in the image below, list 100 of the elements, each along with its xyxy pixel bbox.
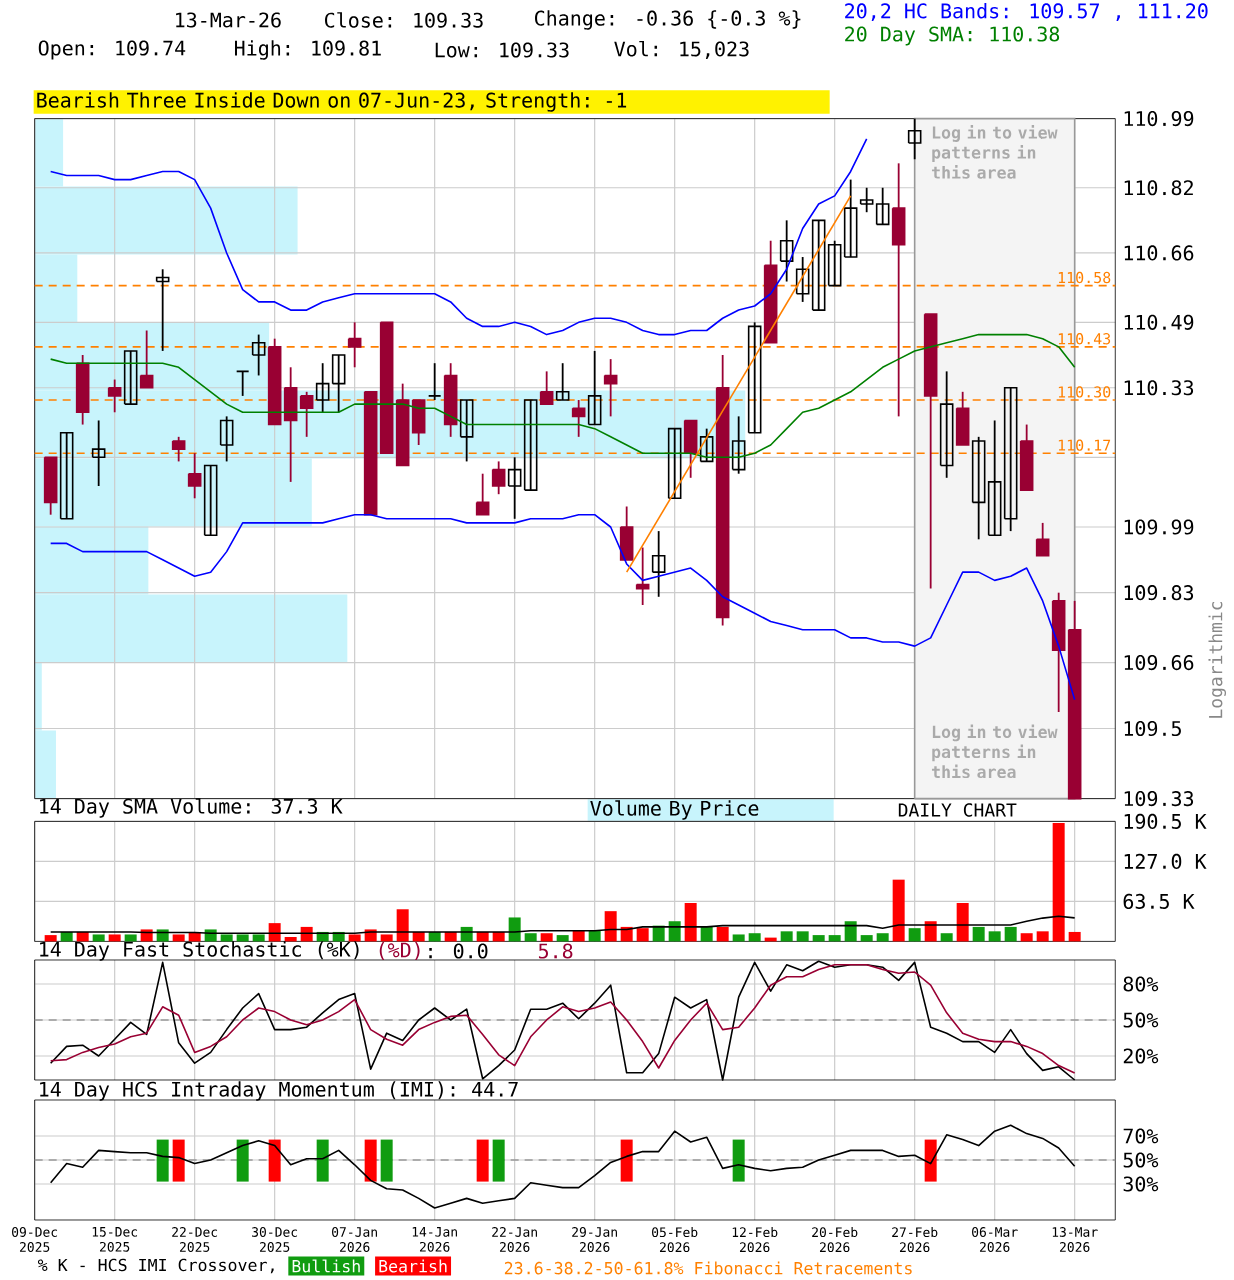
text: 13-Mar-26 [176,12,282,28]
candlestick [92,419,106,487]
text: Volume By Price [590,800,759,820]
y-tick-label: 50% [1124,1012,1159,1028]
bar [989,931,1002,942]
y-tick-label: 63.5 K [1123,893,1195,909]
band-label: Log in to view patterns in this area [932,125,1058,179]
candlestick [428,362,442,401]
bar [1053,822,1066,942]
bar [397,909,410,942]
candlestick [60,431,74,520]
candlestick [44,456,58,516]
candlestick [140,329,154,389]
text: 5.8 [539,943,573,959]
y-tick-label: 110.49 [1125,314,1194,330]
y-tick-label: 110.66 [1125,245,1194,261]
bar [845,921,858,942]
y-tick-label: 70% [1124,1128,1159,1144]
text: 23.6-38.2-50-61.8% Fibonacci Retracements [505,1261,913,1275]
bar [797,931,810,942]
candlestick [572,399,586,438]
bar [349,934,362,942]
chart-title: 14 Day Fast Stochastic (%K) [40,941,359,961]
text: DAILY CHART [899,803,1017,817]
bar [589,930,602,942]
bar [173,934,186,942]
y-tick-label: 20% [1124,1048,1159,1064]
text: 20 Day SMA: 110.38 [845,26,1060,46]
y-tick-label: 110.99 [1125,111,1194,127]
legend-title: % K - HCS IMI Crossover, [38,1258,274,1274]
candlestick [780,219,794,283]
bar [157,929,170,942]
candlestick [540,370,554,405]
candlestick [588,350,602,426]
y-axis-title: Logarithmic [1208,601,1227,718]
bar [749,933,762,942]
bar [509,917,522,942]
text: Bearish Three Inside Down on 07-Jun-23, Strength: -1 [37,92,627,112]
text: (%D) [380,942,420,960]
bar [541,933,554,942]
bar [733,934,746,942]
text: Close: 109.33 [325,12,484,28]
text: Vol: 15,023 [614,40,749,60]
bar [685,902,698,942]
bar [573,930,586,942]
bar [237,934,250,942]
bar [877,933,890,942]
bar [525,933,538,942]
text: Open: 109.74 [39,40,186,60]
bar [909,928,922,942]
bar [381,934,394,942]
candlestick [748,321,762,434]
bar [109,934,122,942]
bar [141,929,154,942]
bar [813,935,826,942]
candlestick [172,435,186,463]
bar [701,926,714,942]
annotation: Log in to view patterns in this area [932,724,1058,779]
bar [93,934,106,942]
y-tick-label: 50% [1124,1152,1159,1168]
candlestick [892,162,906,418]
candlestick [460,399,474,463]
y-tick-label: 110.33 [1125,380,1194,396]
candlestick [620,505,634,561]
y-tick-label: 109.33 [1125,791,1194,807]
candlestick [1036,522,1050,557]
bar [1005,926,1018,942]
bar [861,935,874,942]
y-tick-label: 30% [1124,1176,1159,1192]
text: : 0.0 [429,943,488,959]
candlestick [348,321,362,369]
y-tick-label: 80% [1123,976,1159,992]
bar [781,931,794,942]
candlestick [492,460,506,496]
bar [45,935,58,942]
y-tick-label: 190.5 K [1125,813,1207,829]
bar [717,926,730,942]
candlestick [188,452,202,500]
bar [941,933,954,942]
candlestick [236,370,250,397]
bar [1037,931,1050,942]
bar [221,934,234,942]
y-tick-label: 110.82 [1125,180,1194,196]
candlestick [684,419,698,479]
candlestick [476,472,490,516]
text: High: 109.81 [235,40,382,60]
candlestick [252,333,266,377]
candlestick [652,530,666,598]
text: 20,2 HC Bands: 109.57 , 111.20 [845,2,1208,21]
candlestick [908,117,922,161]
candlestick [700,427,714,463]
bar [829,935,842,942]
chart-title: 14 Day SMA Volume: 37.3 K [40,798,343,818]
bar [285,936,298,942]
bar [893,879,906,942]
candlestick [956,390,970,446]
text: Bullish [293,1259,361,1273]
y-tick-label: 127.0 K [1125,853,1207,869]
bar [253,934,266,942]
y-tick-label: 109.5 [1125,720,1182,737]
